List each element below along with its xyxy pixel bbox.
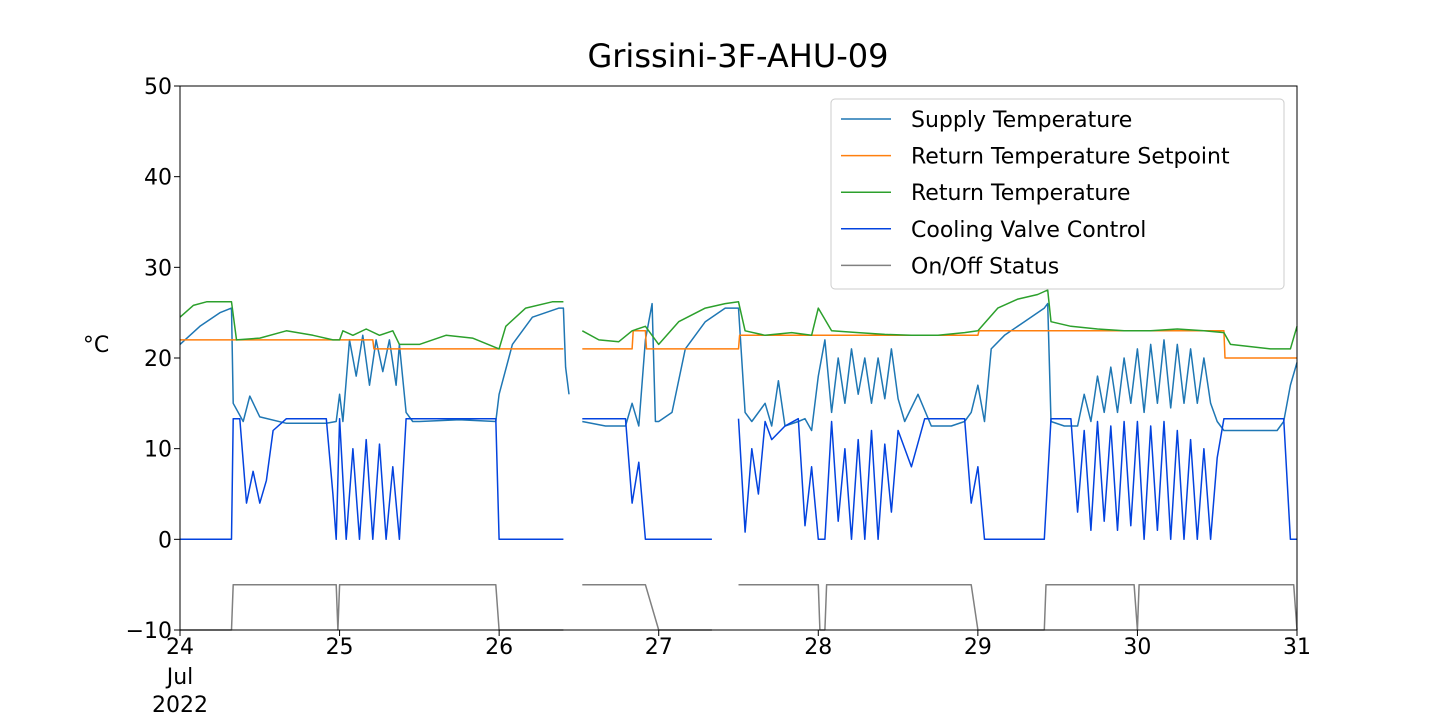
legend-label: On/Off Status: [911, 254, 1059, 279]
series-line-3: [180, 417, 1297, 541]
legend: Supply Temperature Return Temperature Set…: [830, 98, 1285, 290]
y-tick-label: −10: [126, 619, 172, 644]
y-tick-label: 30: [144, 256, 172, 281]
y-tick-label: 50: [144, 75, 172, 100]
y-tick-label: 20: [144, 347, 172, 372]
series-line-1: [180, 330, 1297, 359]
series-line-4: [180, 583, 1298, 631]
x-tick-label: 27: [645, 635, 673, 660]
x-tick-label: 26: [485, 635, 513, 660]
series-line-2: [179, 289, 1298, 350]
series-line-0: [179, 302, 1298, 432]
legend-label: Cooling Valve Control: [911, 218, 1146, 243]
legend-label: Return Temperature: [911, 181, 1130, 206]
x-axis: 24 Jul 2022 25 26 27 28 29 30 31: [152, 630, 1311, 718]
legend-label: Return Temperature Setpoint: [911, 145, 1230, 170]
y-tick-label: 40: [144, 166, 172, 191]
series-layer: [179, 289, 1298, 631]
x-tick-label: 29: [964, 635, 992, 660]
x-tick-label: 31: [1283, 635, 1311, 660]
x-tick-sublabel: Jul: [165, 665, 194, 690]
y-axis: −10 0 10 20 30 40 50: [126, 75, 180, 644]
x-tick-label: 25: [326, 635, 354, 660]
y-tick-label: 0: [158, 528, 172, 553]
x-tick-label: 24: [166, 635, 194, 660]
y-axis-label: °C: [83, 333, 109, 358]
legend-label: Supply Temperature: [911, 108, 1132, 133]
legend-box: [830, 98, 1285, 290]
x-tick-sublabel: 2022: [152, 693, 208, 718]
chart-title: Grissini-3F-AHU-09: [587, 37, 888, 75]
y-tick-label: 10: [144, 438, 172, 463]
x-tick-label: 28: [804, 635, 832, 660]
x-tick-label: 30: [1123, 635, 1151, 660]
